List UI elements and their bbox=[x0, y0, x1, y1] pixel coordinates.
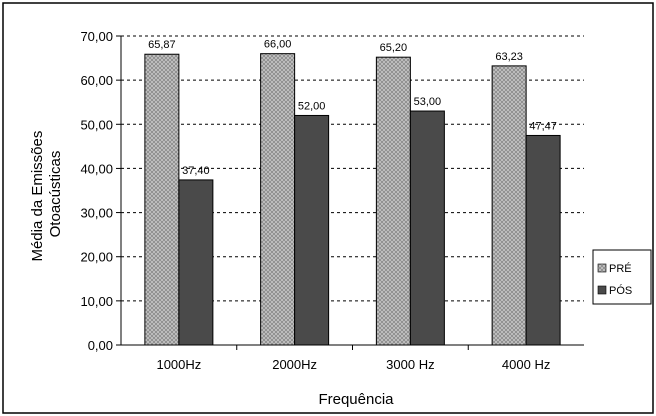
bar-pos bbox=[294, 114, 330, 346]
legend: PRÉ PÓS bbox=[592, 249, 652, 305]
data-label-pre: 65,20 bbox=[380, 42, 408, 54]
x-tick-label: 3000 Hz bbox=[386, 357, 434, 372]
x-axis-title: Frequência bbox=[318, 391, 394, 408]
legend-label-pos: PÓS bbox=[609, 284, 632, 297]
y-tick-label: 60,00 bbox=[80, 73, 113, 88]
y-axis-title-line-1: Média da Emissões bbox=[29, 131, 46, 262]
data-label-pre: 63,23 bbox=[495, 51, 523, 63]
y-tick-label: 20,00 bbox=[80, 250, 113, 265]
x-tick-label: 4000 Hz bbox=[502, 357, 550, 372]
y-tick-label: 30,00 bbox=[80, 206, 113, 221]
bar-pos bbox=[178, 179, 214, 346]
data-label-pos: 47,47 bbox=[529, 120, 557, 132]
data-label-pre: 65,87 bbox=[148, 39, 176, 51]
y-tick-label: 0,00 bbox=[88, 338, 113, 353]
legend-box bbox=[592, 249, 652, 305]
data-label-pos: 53,00 bbox=[414, 96, 442, 108]
y-tick-label: 40,00 bbox=[80, 161, 113, 176]
data-label-pos: 52,00 bbox=[298, 100, 326, 112]
data-label-pre: 66,00 bbox=[264, 39, 292, 51]
labels: 65,87 37,40 66,00 52,00 65,20 53,00 63,23 47,47 bbox=[148, 39, 557, 177]
x-tick-label: 2000Hz bbox=[272, 357, 317, 372]
y-tick-label: 10,00 bbox=[80, 294, 113, 309]
bar-pos bbox=[525, 134, 561, 346]
bar-pos bbox=[409, 110, 445, 346]
x-tick-label: 1000Hz bbox=[156, 357, 201, 372]
y-tick-label: 50,00 bbox=[80, 117, 113, 132]
axes: 0,00 10,00 20,00 30,00 40,00 50,00 60,00 70,00 1… bbox=[80, 29, 584, 372]
y-axis-title: Média da Emissões Otoacústicas bbox=[29, 126, 64, 261]
legend-label-pre: PRÉ bbox=[609, 262, 632, 275]
bar-pre bbox=[260, 53, 296, 346]
bar-pre bbox=[144, 53, 180, 346]
legend-swatch-pos bbox=[597, 285, 607, 295]
data-label-pos: 37,40 bbox=[182, 165, 210, 177]
bar-pre bbox=[491, 65, 527, 346]
legend-swatch-pre bbox=[597, 263, 607, 273]
y-axis-title-line-2: Otoacústicas bbox=[47, 151, 64, 238]
bars bbox=[144, 53, 561, 346]
bar-pre bbox=[375, 56, 411, 346]
y-tick-label: 70,00 bbox=[80, 29, 113, 44]
